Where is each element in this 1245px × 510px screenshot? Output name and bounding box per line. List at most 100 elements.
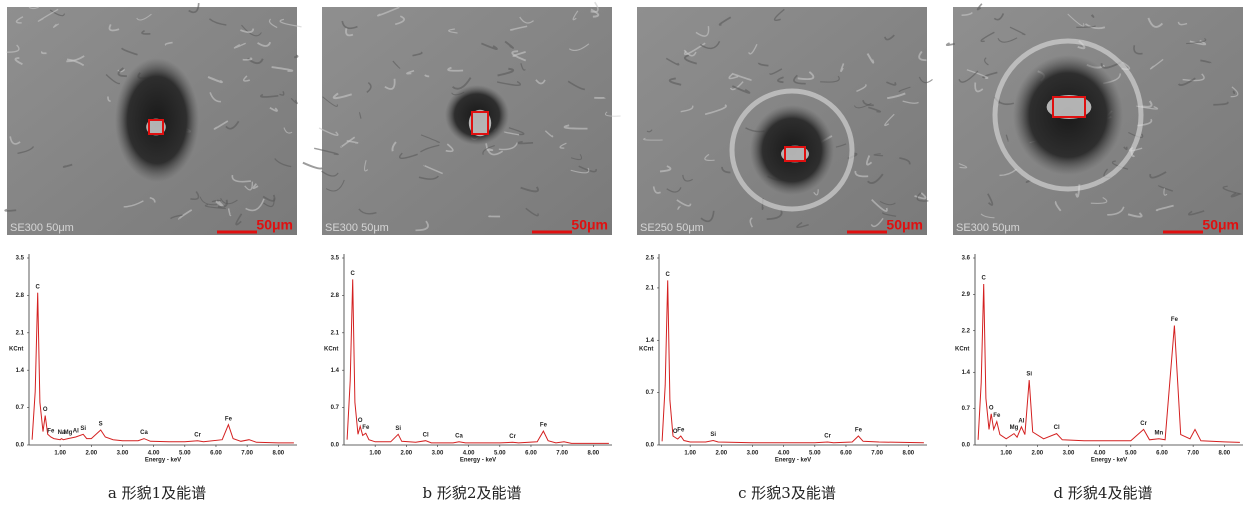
peak-label: Fe [362, 425, 370, 431]
peak-label: O [989, 405, 994, 411]
y-tick-label: 1.4 [962, 370, 971, 376]
micrograph: SE300 50μm 50μm [303, 2, 621, 235]
texture [947, 43, 955, 45]
peak-label: Fe [677, 428, 685, 434]
peak-label: Mg [1010, 425, 1019, 431]
y-tick-label: 2.8 [16, 293, 25, 299]
x-tick-label: 1.00 [684, 451, 696, 457]
micrograph: SE250 50μm50μm [637, 7, 933, 235]
y-tick-label: 1.4 [16, 368, 25, 374]
x-tick-label: 8.00 [902, 451, 914, 457]
x-tick-label: 2.00 [400, 451, 412, 457]
y-tick-label: 0.7 [962, 406, 971, 412]
x-axis-label: Energy - keV [460, 458, 496, 464]
peak-label: Fe [855, 428, 863, 434]
y-tick-label: 2.5 [646, 256, 655, 262]
x-axis-label: Energy - keV [775, 458, 811, 464]
peak-label: Cr [824, 434, 831, 440]
caption: a 形貌1及能谱 [108, 484, 206, 502]
scale-label: 50μm [571, 217, 608, 233]
x-tick-label: 1.00 [1000, 451, 1012, 457]
y-tick-label: 1.4 [331, 368, 340, 374]
spectrum-line [347, 279, 609, 443]
peak-label: Fe [993, 413, 1001, 419]
peak-label: Ca [140, 430, 148, 436]
peak-label: Cr [194, 432, 201, 438]
x-tick-label: 4.00 [778, 451, 790, 457]
x-tick-label: 7.00 [871, 451, 883, 457]
peak-label: C [982, 276, 987, 282]
caption: b 形貌2及能谱 [423, 484, 522, 502]
texture [303, 163, 322, 169]
x-axis-label: Energy - keV [1091, 458, 1127, 464]
x-axis-label: Energy - keV [145, 458, 181, 464]
x-tick-label: 6.00 [210, 451, 222, 457]
x-tick-label: 1.00 [369, 451, 381, 457]
peak-label: Cl [1054, 425, 1060, 431]
y-tick-label: 3.5 [331, 256, 340, 262]
micrograph-info: SE300 50μm [325, 222, 389, 234]
x-tick-label: 1.00 [54, 451, 66, 457]
y-tick-label: 3.6 [962, 256, 971, 262]
peak-label: C [351, 271, 356, 277]
x-tick-label: 5.00 [809, 451, 821, 457]
micrograph-info: SE250 50μm [640, 222, 704, 234]
micrograph: SE300 50μm 50μm [947, 4, 1243, 235]
spectrum-line [32, 293, 294, 443]
scale-label: 50μm [1202, 217, 1239, 233]
peak-label: Mn [1155, 430, 1164, 436]
y-tick-label: 0.0 [646, 443, 655, 449]
peak-label: Si [710, 432, 716, 438]
x-tick-label: 3.00 [117, 451, 129, 457]
x-tick-label: 2.00 [715, 451, 727, 457]
peak-label: Fe [1171, 317, 1179, 323]
micrograph-info: SE300 50μm [956, 222, 1020, 234]
x-tick-label: 3.00 [432, 451, 444, 457]
x-tick-label: 6.00 [840, 451, 852, 457]
peak-label: Si [80, 426, 86, 432]
y-tick-label: 0.7 [16, 405, 25, 411]
peak-label: Al [1018, 418, 1024, 424]
y-tick-label: 2.9 [962, 292, 971, 298]
y-tick-label: 3.5 [16, 256, 25, 262]
x-tick-label: 6.00 [525, 451, 537, 457]
y-axis-label: KCnt [639, 347, 653, 353]
y-axis-label: KCnt [324, 347, 338, 353]
y-tick-label: 2.2 [962, 328, 971, 334]
spectrum-line [662, 280, 924, 442]
y-tick-label: 0.0 [962, 443, 971, 449]
scale-label: 50μm [256, 217, 293, 233]
x-tick-label: 5.00 [1125, 451, 1137, 457]
peak-label: Cl [423, 432, 429, 438]
peak-label: Mg [64, 430, 73, 436]
y-axis-label: KCnt [955, 347, 969, 353]
peak-label: Si [395, 426, 401, 432]
x-tick-label: 3.00 [747, 451, 759, 457]
x-tick-label: 4.00 [1094, 451, 1106, 457]
y-axis-label: KCnt [9, 347, 23, 353]
y-tick-label: 1.4 [646, 338, 655, 344]
micrograph: SE300 50μm50μm [5, 3, 301, 235]
x-tick-label: 7.00 [556, 451, 568, 457]
y-tick-label: 2.1 [331, 330, 340, 336]
y-tick-label: 0.0 [331, 443, 340, 449]
x-tick-label: 5.00 [494, 451, 506, 457]
x-tick-label: 4.00 [148, 451, 160, 457]
peak-label: S [99, 422, 103, 428]
x-tick-label: 2.00 [85, 451, 97, 457]
y-tick-label: 2.8 [331, 293, 340, 299]
caption: c 形貌3及能谱 [738, 484, 836, 502]
peak-label: Fe [47, 429, 55, 435]
peak-label: Si [1026, 372, 1032, 378]
x-tick-label: 3.00 [1063, 451, 1075, 457]
peak-label: Al [73, 429, 79, 435]
y-tick-label: 0.0 [16, 443, 25, 449]
x-tick-label: 8.00 [1218, 451, 1230, 457]
y-tick-label: 2.1 [646, 285, 655, 291]
x-tick-label: 7.00 [241, 451, 253, 457]
figure: SE300 50μm 50μm 0.0 0.7 1.4 2.1 2.8 3.5 1.00 2.00… [0, 0, 1245, 510]
x-tick-label: 7.00 [1187, 451, 1199, 457]
x-tick-label: 8.00 [272, 451, 284, 457]
peak-label: O [358, 418, 363, 424]
caption: d 形貌4及能谱 [1054, 484, 1153, 502]
